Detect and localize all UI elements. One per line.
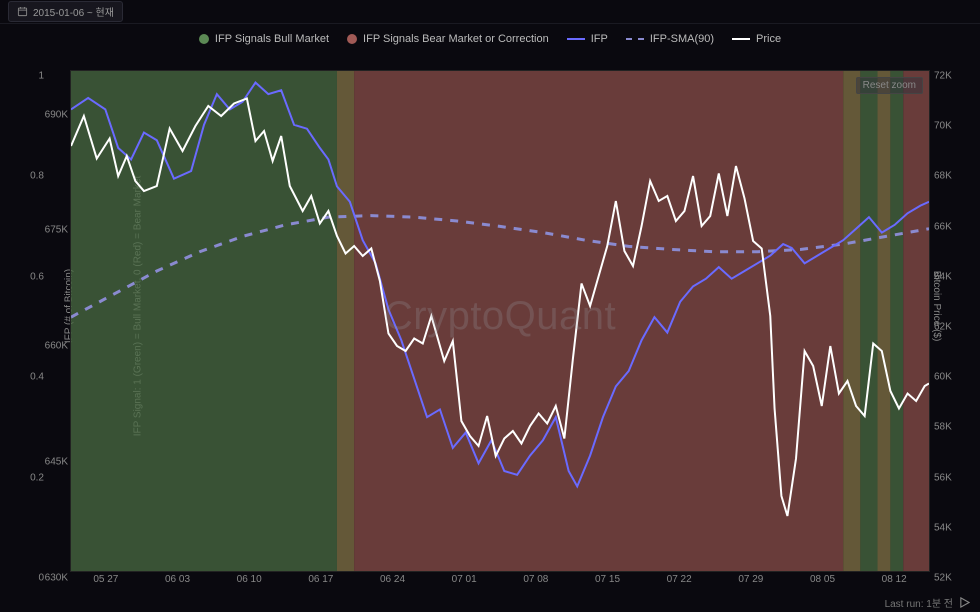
x-tick: 06 17 [308,574,333,585]
legend-swatch [347,34,357,44]
x-tick: 06 10 [237,574,262,585]
chart-container: 2015-01-06 ~ 현재 IFP Signals Bull MarketI… [0,0,980,612]
legend-item[interactable]: IFP [567,33,608,45]
topbar: 2015-01-06 ~ 현재 [0,0,980,24]
y-right-tick: 66K [934,221,952,232]
legend-label: IFP Signals Bear Market or Correction [363,33,549,45]
legend-swatch [199,34,209,44]
legend: IFP Signals Bull Market IFP Signals Bear … [0,24,980,54]
x-tick: 07 22 [667,574,692,585]
legend-swatch [626,38,644,40]
date-range-text: 2015-01-06 ~ 현재 [33,4,114,19]
y-right-tick: 52K [934,573,952,584]
x-tick: 05 27 [93,574,118,585]
x-tick: 07 01 [452,574,477,585]
legend-label: Price [756,33,781,45]
y-right-tick: 72K [934,71,952,82]
legend-label: IFP-SMA(90) [650,33,714,45]
y-right-tick: 68K [934,171,952,182]
legend-item[interactable]: IFP Signals Bull Market [199,33,329,45]
plot-area[interactable]: CryptoQuant Reset zoom [70,70,930,572]
y-right-tick: 60K [934,372,952,383]
legend-swatch [732,38,750,40]
x-tick: 06 03 [165,574,190,585]
x-axis-ticks: 05 27 06 03 06 10 06 17 06 24 07 01 07 08 07 15… [70,574,930,592]
y-inner-tick: 645K [40,457,68,468]
legend-label: IFP [591,33,608,45]
y-outer-tick: 0.6 [26,271,44,282]
x-tick: 08 12 [882,574,907,585]
y-right-tick: 58K [934,422,952,433]
legend-item[interactable]: Price [732,33,781,45]
y-inner-tick: 660K [40,341,68,352]
last-run-label: Last run: 1분 전 [885,595,953,610]
legend-swatch [567,38,585,40]
y-outer-tick: 0.2 [26,472,44,483]
y-right-tick: 54K [934,522,952,533]
x-tick: 06 24 [380,574,405,585]
y-outer-tick: 0.8 [26,171,44,182]
y-outer-tick: 1 [26,71,44,82]
y-outer-tick: 0.4 [26,372,44,383]
y-right-tick: 70K [934,121,952,132]
date-range-selector[interactable]: 2015-01-06 ~ 현재 [8,1,123,22]
y-inner-tick: 630K [40,573,68,584]
footer: Last run: 1분 전 [885,595,970,610]
x-tick: 07 29 [738,574,763,585]
y-right-tick: 56K [934,472,952,483]
legend-item[interactable]: IFP-SMA(90) [626,33,714,45]
calendar-icon [17,6,28,17]
x-tick: 07 15 [595,574,620,585]
y-inner-tick: 690K [40,109,68,120]
play-icon[interactable] [959,597,970,608]
legend-label: IFP Signals Bull Market [215,33,329,45]
x-tick: 07 08 [523,574,548,585]
y-right-tick: 64K [934,271,952,282]
reset-zoom-button[interactable]: Reset zoom [856,77,923,94]
x-tick: 08 05 [810,574,835,585]
y-right-tick: 62K [934,322,952,333]
legend-item[interactable]: IFP Signals Bear Market or Correction [347,33,549,45]
y-inner-tick: 675K [40,225,68,236]
